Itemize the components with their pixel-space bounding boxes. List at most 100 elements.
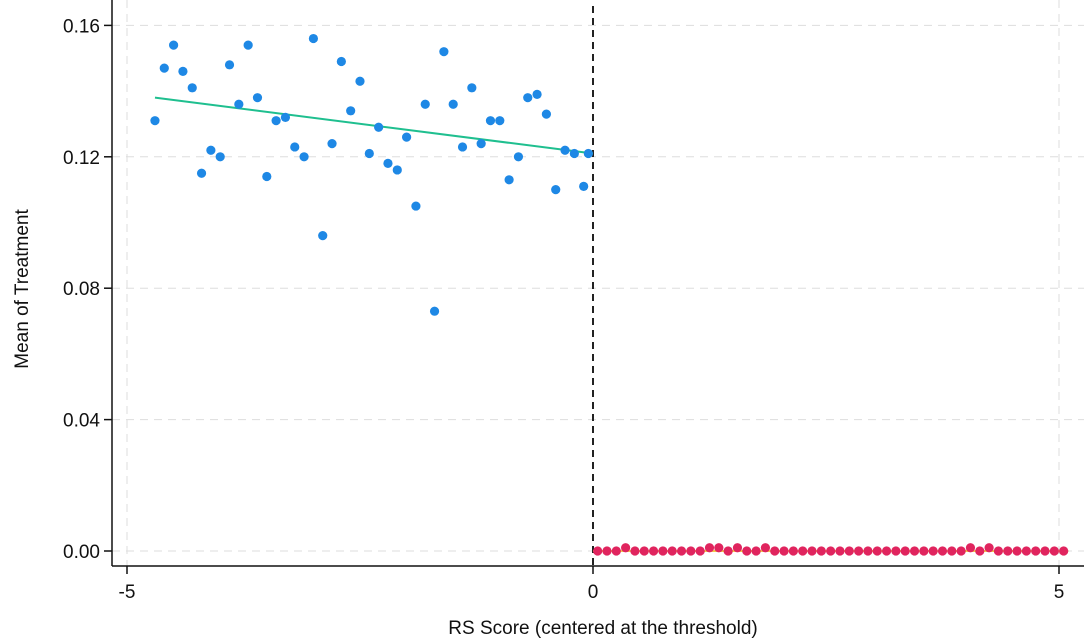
right-data-point bbox=[807, 546, 817, 556]
axes bbox=[104, 0, 1084, 574]
right-data-point bbox=[928, 546, 938, 556]
right-data-point bbox=[1021, 546, 1031, 556]
left-data-point bbox=[299, 152, 309, 162]
right-data-point bbox=[826, 546, 836, 556]
tick-labels: 0.00 0.04 0.08 0.12 0.16 -5 0 5 bbox=[63, 16, 1064, 603]
right-data-point bbox=[798, 546, 808, 556]
left-data-point bbox=[448, 99, 458, 109]
left-data-point bbox=[159, 63, 169, 73]
x-tick-label: 5 bbox=[1054, 582, 1065, 603]
left-data-point bbox=[411, 201, 421, 211]
right-data-point bbox=[1049, 546, 1059, 556]
left-data-point bbox=[206, 145, 216, 155]
right-data-point bbox=[835, 546, 845, 556]
left-data-point bbox=[178, 66, 188, 76]
right-data-point bbox=[714, 543, 724, 553]
right-data-point bbox=[667, 546, 677, 556]
left-data-point bbox=[513, 152, 524, 162]
left-data-point bbox=[355, 76, 365, 86]
left-data-point bbox=[439, 47, 449, 57]
left-data-point bbox=[551, 185, 561, 195]
right-data-point bbox=[900, 546, 910, 556]
left-data-point bbox=[336, 56, 346, 67]
left-data-point bbox=[243, 40, 253, 50]
fit-lines bbox=[154, 96, 1069, 552]
right-data-point bbox=[639, 546, 649, 556]
x-tick-label: -5 bbox=[119, 582, 136, 603]
right-data-point bbox=[779, 546, 789, 556]
y-tick-label: 0.12 bbox=[63, 148, 100, 169]
left-data-point bbox=[327, 139, 337, 149]
right-data-point bbox=[593, 546, 603, 556]
left-data-point bbox=[252, 93, 263, 103]
right-data-point bbox=[732, 543, 743, 553]
right-data-point bbox=[844, 546, 854, 556]
right-data-point bbox=[695, 546, 705, 556]
right-data-point bbox=[881, 546, 892, 556]
right-data-point bbox=[937, 546, 948, 556]
right-data-point bbox=[816, 546, 826, 556]
right-data-point bbox=[872, 546, 882, 556]
right-data-point bbox=[751, 546, 761, 556]
left-data-point bbox=[290, 142, 300, 152]
left-data-point bbox=[583, 148, 593, 159]
left-data-point bbox=[541, 109, 552, 119]
right-data-point bbox=[686, 546, 696, 556]
left-fit-line bbox=[154, 96, 594, 155]
left-data-point bbox=[523, 93, 533, 103]
left-data-point bbox=[457, 142, 468, 152]
right-data-point bbox=[975, 546, 985, 556]
right-data-point bbox=[704, 543, 715, 553]
grid-lines bbox=[112, 0, 1084, 566]
right-data-point bbox=[909, 546, 920, 556]
x-tick-label: 0 bbox=[588, 582, 599, 603]
left-data-point bbox=[234, 99, 244, 109]
y-axis-title: Mean of Treatment bbox=[12, 209, 33, 369]
left-data-point bbox=[383, 158, 393, 168]
left-data-point bbox=[280, 112, 291, 122]
left-data-point bbox=[504, 175, 514, 185]
left-data-point bbox=[485, 116, 496, 126]
right-data-point bbox=[891, 546, 901, 556]
left-data-point bbox=[346, 106, 356, 116]
left-data-point bbox=[308, 33, 318, 44]
left-data-point bbox=[196, 168, 207, 178]
left-data-point bbox=[476, 139, 486, 149]
left-data-point bbox=[560, 145, 570, 155]
right-data-point bbox=[723, 546, 733, 556]
left-data-point bbox=[374, 122, 384, 132]
left-data-point bbox=[392, 165, 402, 175]
left-data-point bbox=[224, 60, 235, 70]
left-data-point bbox=[495, 116, 505, 126]
right-data-point bbox=[630, 546, 640, 556]
right-data-point bbox=[742, 546, 752, 556]
right-data-point bbox=[648, 546, 659, 556]
right-data-point bbox=[956, 546, 966, 556]
right-data-point bbox=[1012, 546, 1022, 556]
left-data-point bbox=[169, 40, 179, 50]
right-data-point bbox=[1031, 546, 1041, 556]
right-data-point bbox=[1040, 546, 1050, 556]
left-data-point bbox=[429, 306, 440, 316]
data-points bbox=[150, 33, 1069, 556]
left-data-point bbox=[579, 181, 589, 191]
left-data-point bbox=[262, 171, 272, 182]
y-tick-label: 0.00 bbox=[63, 542, 100, 563]
right-data-point bbox=[947, 546, 957, 556]
y-tick-label: 0.04 bbox=[63, 411, 100, 432]
left-data-point bbox=[364, 148, 374, 159]
x-axis-title: RS Score (centered at the threshold) bbox=[448, 618, 757, 639]
y-tick-label: 0.16 bbox=[63, 16, 100, 37]
left-data-point bbox=[215, 152, 225, 162]
right-data-point bbox=[788, 546, 798, 556]
left-data-point bbox=[402, 132, 412, 142]
left-data-point bbox=[271, 116, 281, 126]
y-tick-label: 0.08 bbox=[63, 279, 100, 300]
right-data-point bbox=[965, 543, 976, 553]
right-data-point bbox=[602, 546, 612, 556]
left-data-point bbox=[467, 83, 477, 93]
right-data-point bbox=[770, 546, 780, 556]
left-data-point bbox=[569, 148, 579, 159]
right-data-point bbox=[1003, 546, 1013, 556]
